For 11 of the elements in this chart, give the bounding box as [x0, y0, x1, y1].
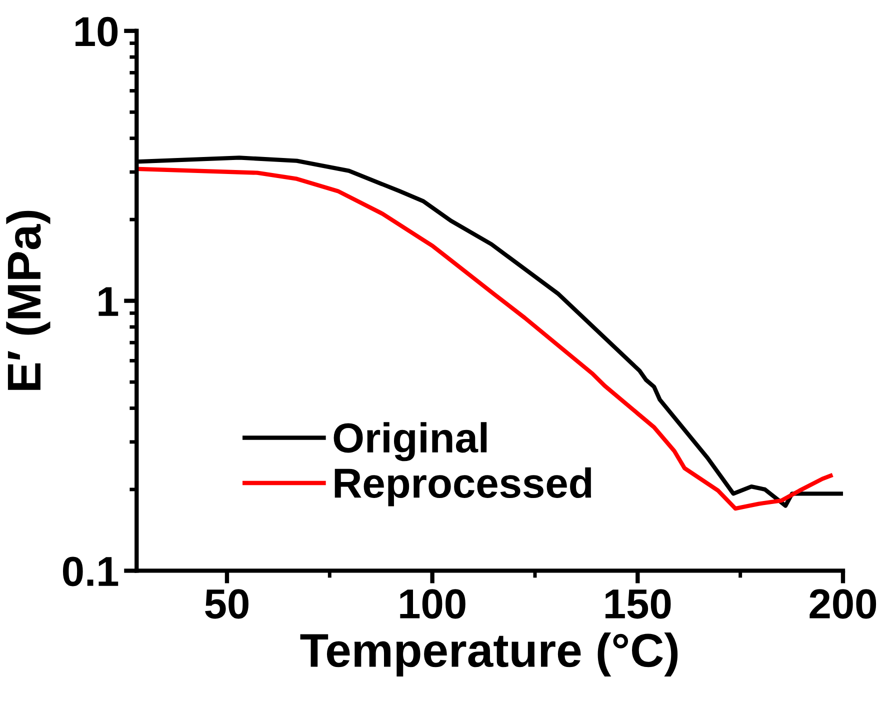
legend-label: Original: [334, 422, 487, 462]
x-tick-label: 150: [606, 589, 671, 619]
y-tick-label: 10: [76, 16, 118, 46]
legend-label: Reprocessed: [334, 467, 592, 506]
y-axis-title: E′ (MPa): [6, 210, 50, 390]
y-tick-label: 0.1: [63, 556, 118, 586]
x-axis-title: Temperature (°C): [300, 632, 678, 677]
x-tick-label: 50: [205, 589, 248, 619]
x-tick-label: 200: [810, 589, 876, 619]
x-tick-label: 100: [400, 589, 466, 619]
y-tick-label: 1: [98, 287, 118, 316]
